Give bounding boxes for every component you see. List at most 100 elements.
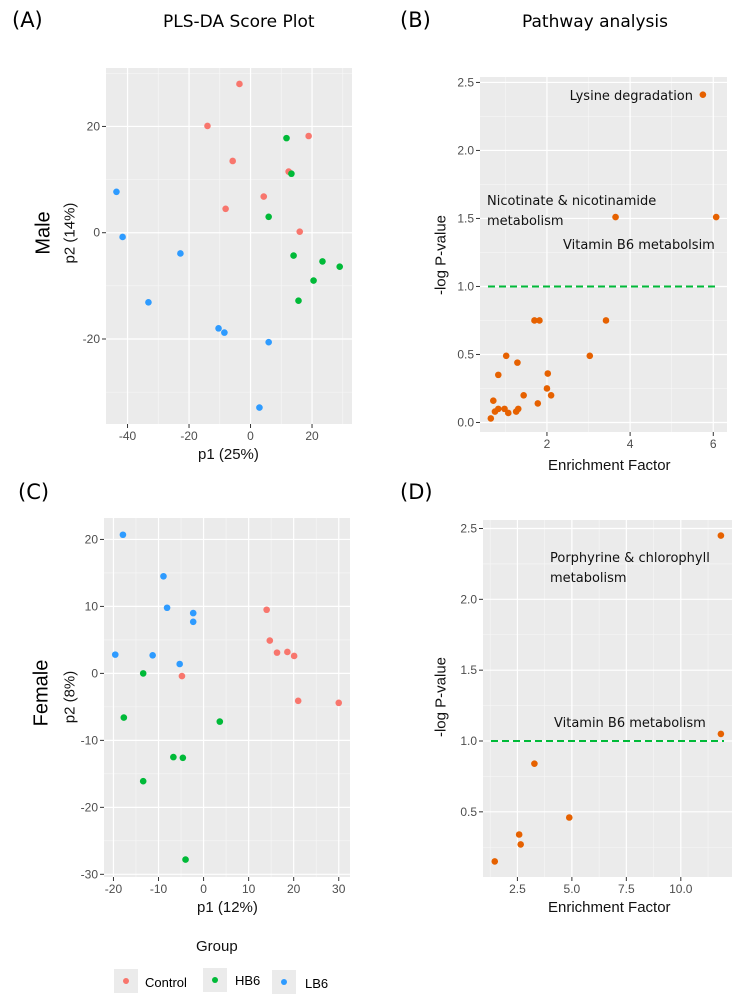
- data-point-pathways: [547, 391, 555, 399]
- pathway-annotation: Nicotinate & nicotinamide: [487, 194, 656, 209]
- x-axis-label-c: p1 (12%): [197, 899, 258, 916]
- x-tick-label: 5.0: [564, 882, 581, 896]
- data-point-lb6: [113, 188, 120, 196]
- y-axis-label-b: -log P-value: [432, 214, 450, 296]
- pathway-annotation: Lysine degradation: [570, 89, 693, 104]
- x-tick-label: 0: [247, 429, 254, 443]
- data-point-pathways: [491, 858, 499, 865]
- data-point-pathways: [536, 317, 543, 324]
- panel-title-b: Pathway analysis: [522, 12, 668, 32]
- data-point-pathways: [586, 352, 594, 360]
- plot-background: [480, 77, 727, 432]
- x-tick-label: 4: [627, 437, 634, 451]
- data-point-hb6: [216, 718, 224, 725]
- data-point-hb6: [288, 170, 295, 178]
- y-axis-label-c: p2 (8%): [61, 670, 79, 724]
- panel-label-c: (C): [18, 480, 50, 504]
- data-point-control: [263, 606, 270, 614]
- x-tick-label: -20: [180, 429, 198, 443]
- x-tick-label: 10.0: [669, 882, 693, 896]
- y-axis-label-d: -log P-value: [432, 656, 450, 738]
- y-tick-label: 1.0: [457, 279, 474, 293]
- data-point-hb6: [295, 297, 302, 305]
- data-point-control: [204, 122, 211, 130]
- data-point-lb6: [189, 609, 197, 617]
- y-tick-label: 2.5: [457, 75, 474, 89]
- pathway-annotation: metabolism: [487, 214, 564, 229]
- data-point-pathways: [494, 371, 502, 379]
- x-tick-label: -10: [150, 882, 168, 896]
- x-tick-label: 10: [242, 882, 256, 896]
- row-label-male: Male: [32, 211, 55, 255]
- y-tick-label: 1.5: [460, 663, 477, 677]
- data-point-lb6: [149, 652, 156, 659]
- data-point-pathways: [487, 415, 495, 422]
- legend-label-lb6: LB6: [305, 976, 329, 991]
- data-point-pathways: [534, 400, 542, 407]
- plot-background: [104, 518, 350, 877]
- y-tick-label: 1.0: [460, 734, 477, 748]
- data-point-pathways: [612, 213, 619, 221]
- y-tick-label: -30: [81, 867, 99, 881]
- panel-label-d: (D): [400, 480, 433, 504]
- data-point-pathways: [504, 409, 512, 417]
- panel-title-a: PLS-DA Score Plot: [163, 12, 315, 32]
- legend-title: Group: [196, 938, 238, 955]
- y-tick-label: 0: [91, 666, 98, 680]
- data-point-hb6: [139, 670, 147, 677]
- data-point-pathways: [514, 359, 521, 366]
- y-tick-label: 2.5: [460, 522, 477, 536]
- y-tick-label: 2.0: [460, 592, 477, 606]
- x-tick-label: 2: [544, 437, 551, 451]
- data-point-pathways: [517, 841, 524, 848]
- data-point-hb6: [170, 753, 177, 761]
- pathway-annotation: Vitamin B6 metabolism: [554, 716, 706, 731]
- x-tick-label: -20: [105, 882, 123, 896]
- panel-a: -40 -20 0 20 -20 0 20: [83, 68, 352, 443]
- data-point-pathways: [717, 730, 725, 738]
- x-tick-label: -40: [119, 429, 137, 443]
- data-point-pathways: [602, 317, 610, 324]
- y-tick-label: 0.5: [457, 347, 474, 361]
- pathway-annotation: Porphyrine & chlorophyll: [550, 551, 710, 566]
- data-point-pathways: [502, 352, 510, 360]
- data-point-control: [222, 205, 229, 213]
- y-tick-label: 0: [93, 226, 100, 240]
- data-point-lb6: [221, 329, 228, 336]
- data-point-hb6: [182, 856, 189, 863]
- y-tick-label: 2.0: [457, 143, 474, 157]
- data-point-pathways: [712, 213, 720, 221]
- data-point-hb6: [120, 714, 128, 721]
- data-point-pathways: [514, 405, 522, 413]
- x-tick-label: 30: [332, 882, 346, 896]
- y-tick-label: 20: [87, 119, 101, 133]
- data-point-pathways: [565, 814, 573, 821]
- plot-background: [106, 68, 352, 424]
- data-point-lb6: [176, 660, 183, 668]
- x-tick-label: 6: [710, 437, 717, 451]
- data-point-hb6: [336, 263, 344, 271]
- y-tick-label: -10: [81, 733, 99, 747]
- legend-dot-lb6: [281, 979, 287, 985]
- y-tick-label: 20: [85, 532, 99, 546]
- pathway-annotation: Vitamin B6 metabolsim: [563, 238, 715, 253]
- y-tick-label: 1.5: [457, 211, 474, 225]
- data-point-control: [266, 637, 274, 644]
- data-point-lb6: [215, 325, 222, 332]
- data-point-control: [284, 648, 291, 656]
- x-tick-label: 0: [200, 882, 207, 896]
- data-point-pathways: [543, 385, 551, 392]
- data-point-lb6: [177, 250, 184, 257]
- data-point-pathways: [515, 831, 523, 838]
- data-point-pathways: [531, 760, 538, 767]
- y-tick-label: 0.5: [460, 805, 477, 819]
- x-tick-label: 20: [287, 882, 301, 896]
- data-point-control: [305, 132, 312, 140]
- x-tick-label: 7.5: [618, 882, 635, 896]
- data-point-hb6: [310, 277, 317, 284]
- data-point-control: [236, 80, 243, 88]
- y-axis-label-a: p2 (14%): [61, 202, 79, 264]
- data-point-lb6: [256, 404, 263, 411]
